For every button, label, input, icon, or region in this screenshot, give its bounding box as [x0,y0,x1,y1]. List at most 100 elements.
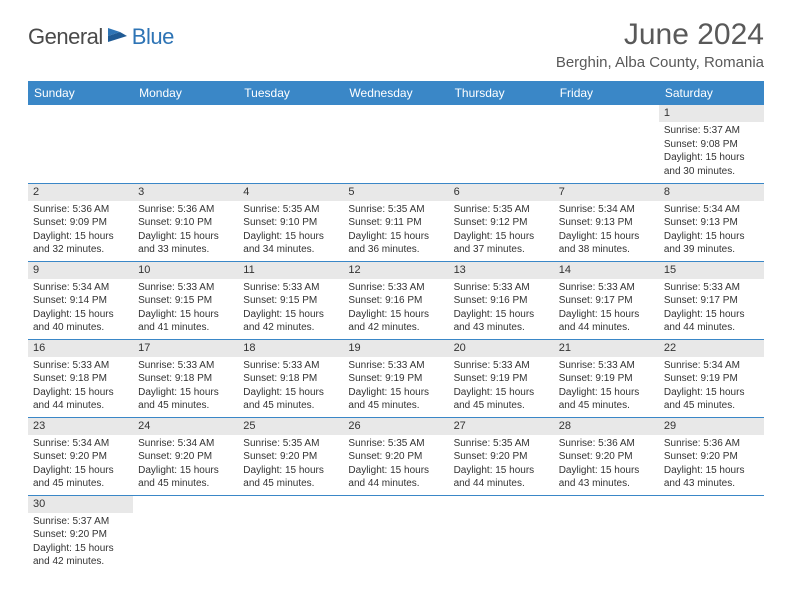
day-number: 9 [28,262,133,279]
calendar-cell: 2Sunrise: 5:36 AMSunset: 9:09 PMDaylight… [28,183,133,261]
day-details: Sunrise: 5:35 AMSunset: 9:11 PMDaylight:… [343,201,448,259]
calendar-cell: 13Sunrise: 5:33 AMSunset: 9:16 PMDayligh… [449,261,554,339]
logo: General Blue [28,24,174,50]
day-number: 8 [659,184,764,201]
calendar-week: 23Sunrise: 5:34 AMSunset: 9:20 PMDayligh… [28,417,764,495]
day-number: 26 [343,418,448,435]
calendar-cell [28,105,133,183]
day-details: Sunrise: 5:33 AMSunset: 9:16 PMDaylight:… [449,279,554,337]
day-details: Sunrise: 5:33 AMSunset: 9:17 PMDaylight:… [659,279,764,337]
calendar-cell: 26Sunrise: 5:35 AMSunset: 9:20 PMDayligh… [343,417,448,495]
calendar-week: 9Sunrise: 5:34 AMSunset: 9:14 PMDaylight… [28,261,764,339]
day-details: Sunrise: 5:36 AMSunset: 9:10 PMDaylight:… [133,201,238,259]
calendar-cell [659,495,764,573]
calendar-cell: 6Sunrise: 5:35 AMSunset: 9:12 PMDaylight… [449,183,554,261]
day-details: Sunrise: 5:33 AMSunset: 9:18 PMDaylight:… [28,357,133,415]
day-number: 21 [554,340,659,357]
day-details: Sunrise: 5:34 AMSunset: 9:14 PMDaylight:… [28,279,133,337]
calendar-cell: 17Sunrise: 5:33 AMSunset: 9:18 PMDayligh… [133,339,238,417]
day-number: 4 [238,184,343,201]
header: General Blue June 2024 Berghin, Alba Cou… [28,18,764,71]
calendar-cell [554,495,659,573]
calendar-cell: 5Sunrise: 5:35 AMSunset: 9:11 PMDaylight… [343,183,448,261]
calendar-cell: 24Sunrise: 5:34 AMSunset: 9:20 PMDayligh… [133,417,238,495]
day-details: Sunrise: 5:34 AMSunset: 9:19 PMDaylight:… [659,357,764,415]
day-number: 17 [133,340,238,357]
calendar-cell [343,495,448,573]
calendar-week: 2Sunrise: 5:36 AMSunset: 9:09 PMDaylight… [28,183,764,261]
calendar-cell: 8Sunrise: 5:34 AMSunset: 9:13 PMDaylight… [659,183,764,261]
day-number: 19 [343,340,448,357]
day-number: 18 [238,340,343,357]
calendar-cell: 7Sunrise: 5:34 AMSunset: 9:13 PMDaylight… [554,183,659,261]
calendar-cell: 23Sunrise: 5:34 AMSunset: 9:20 PMDayligh… [28,417,133,495]
page-title: June 2024 [556,18,764,52]
day-number: 22 [659,340,764,357]
day-number: 28 [554,418,659,435]
calendar-header-row: SundayMondayTuesdayWednesdayThursdayFrid… [28,81,764,105]
day-number: 20 [449,340,554,357]
calendar-cell [449,105,554,183]
day-number: 10 [133,262,238,279]
calendar-cell: 15Sunrise: 5:33 AMSunset: 9:17 PMDayligh… [659,261,764,339]
calendar-cell: 1Sunrise: 5:37 AMSunset: 9:08 PMDaylight… [659,105,764,183]
calendar-cell [238,105,343,183]
calendar-cell: 28Sunrise: 5:36 AMSunset: 9:20 PMDayligh… [554,417,659,495]
day-number: 1 [659,105,764,122]
day-details: Sunrise: 5:35 AMSunset: 9:20 PMDaylight:… [238,435,343,493]
calendar-cell: 9Sunrise: 5:34 AMSunset: 9:14 PMDaylight… [28,261,133,339]
day-number: 6 [449,184,554,201]
calendar-cell: 19Sunrise: 5:33 AMSunset: 9:19 PMDayligh… [343,339,448,417]
location-text: Berghin, Alba County, Romania [556,54,764,71]
day-number: 15 [659,262,764,279]
day-number: 27 [449,418,554,435]
day-details: Sunrise: 5:33 AMSunset: 9:19 PMDaylight:… [449,357,554,415]
title-block: June 2024 Berghin, Alba County, Romania [556,18,764,71]
calendar-cell: 20Sunrise: 5:33 AMSunset: 9:19 PMDayligh… [449,339,554,417]
calendar-cell: 29Sunrise: 5:36 AMSunset: 9:20 PMDayligh… [659,417,764,495]
day-details: Sunrise: 5:36 AMSunset: 9:20 PMDaylight:… [659,435,764,493]
logo-text-general: General [28,24,103,50]
calendar-cell: 30Sunrise: 5:37 AMSunset: 9:20 PMDayligh… [28,495,133,573]
day-details: Sunrise: 5:33 AMSunset: 9:18 PMDaylight:… [133,357,238,415]
day-header: Tuesday [238,81,343,105]
calendar-table: SundayMondayTuesdayWednesdayThursdayFrid… [28,81,764,573]
day-number: 13 [449,262,554,279]
calendar-cell: 10Sunrise: 5:33 AMSunset: 9:15 PMDayligh… [133,261,238,339]
calendar-body: 1Sunrise: 5:37 AMSunset: 9:08 PMDaylight… [28,105,764,573]
day-number: 11 [238,262,343,279]
calendar-cell [133,105,238,183]
day-number: 3 [133,184,238,201]
day-details: Sunrise: 5:36 AMSunset: 9:09 PMDaylight:… [28,201,133,259]
day-details: Sunrise: 5:34 AMSunset: 9:20 PMDaylight:… [133,435,238,493]
calendar-cell: 22Sunrise: 5:34 AMSunset: 9:19 PMDayligh… [659,339,764,417]
calendar-cell: 18Sunrise: 5:33 AMSunset: 9:18 PMDayligh… [238,339,343,417]
day-number: 29 [659,418,764,435]
day-header: Friday [554,81,659,105]
day-details: Sunrise: 5:37 AMSunset: 9:20 PMDaylight:… [28,513,133,571]
logo-text-blue: Blue [132,24,174,50]
day-header: Wednesday [343,81,448,105]
calendar-cell [343,105,448,183]
day-number: 2 [28,184,133,201]
calendar-cell: 4Sunrise: 5:35 AMSunset: 9:10 PMDaylight… [238,183,343,261]
calendar-week: 30Sunrise: 5:37 AMSunset: 9:20 PMDayligh… [28,495,764,573]
day-details: Sunrise: 5:34 AMSunset: 9:13 PMDaylight:… [554,201,659,259]
calendar-cell [238,495,343,573]
calendar-cell [133,495,238,573]
day-number: 16 [28,340,133,357]
day-header: Monday [133,81,238,105]
day-details: Sunrise: 5:33 AMSunset: 9:15 PMDaylight:… [133,279,238,337]
day-details: Sunrise: 5:34 AMSunset: 9:13 PMDaylight:… [659,201,764,259]
flag-icon [107,26,129,49]
day-number: 14 [554,262,659,279]
day-number: 12 [343,262,448,279]
day-details: Sunrise: 5:33 AMSunset: 9:18 PMDaylight:… [238,357,343,415]
day-details: Sunrise: 5:33 AMSunset: 9:19 PMDaylight:… [343,357,448,415]
calendar-cell: 14Sunrise: 5:33 AMSunset: 9:17 PMDayligh… [554,261,659,339]
calendar-week: 1Sunrise: 5:37 AMSunset: 9:08 PMDaylight… [28,105,764,183]
calendar-cell: 11Sunrise: 5:33 AMSunset: 9:15 PMDayligh… [238,261,343,339]
day-details: Sunrise: 5:35 AMSunset: 9:20 PMDaylight:… [343,435,448,493]
day-details: Sunrise: 5:37 AMSunset: 9:08 PMDaylight:… [659,122,764,180]
day-details: Sunrise: 5:33 AMSunset: 9:15 PMDaylight:… [238,279,343,337]
